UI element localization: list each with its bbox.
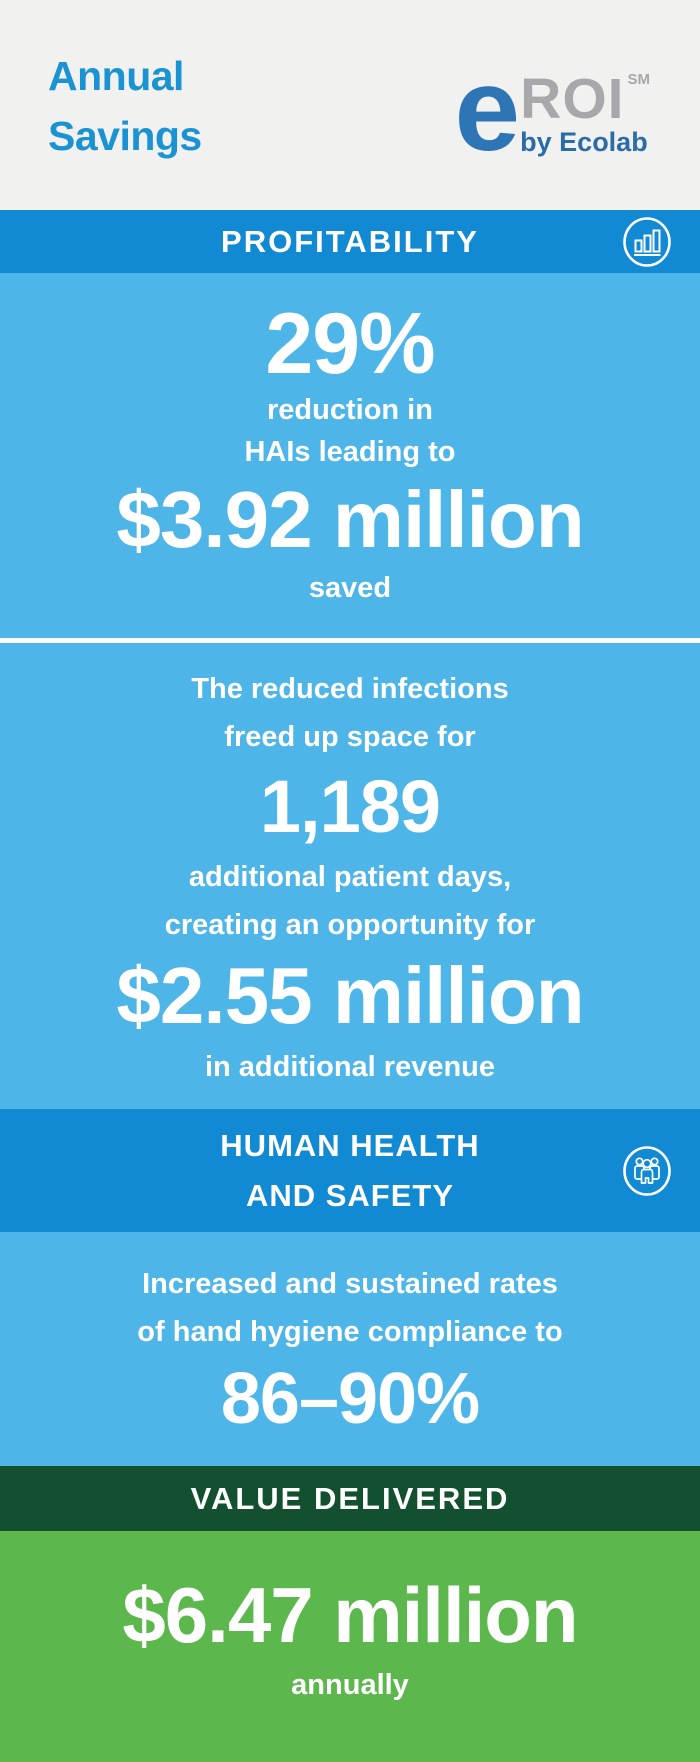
total-value-caption: annually — [291, 1669, 409, 1701]
value-delivered-band-label: VALUE DELIVERED — [190, 1480, 510, 1516]
logo-right-block: ROI SM by Ecolab — [520, 70, 651, 157]
stat1-caption2: saved — [308, 572, 392, 604]
page-title-line1: Annual — [48, 53, 184, 99]
human-health-band-label-line2: AND SAFETY — [245, 1177, 455, 1213]
human-health-band-label-line1: HUMAN HEALTH — [220, 1127, 480, 1163]
profitability-band: PROFITABILITY — [0, 210, 700, 273]
total-value: $6.47 million — [122, 1571, 578, 1659]
stat1-caption-line1: reduction in — [267, 394, 433, 426]
header: Annual Savings e ROI SM by Ecolab — [0, 0, 700, 210]
stat2-caption2: in additional revenue — [204, 1051, 496, 1083]
stat2-intro-line1: The reduced infections — [191, 673, 509, 705]
logo-e-glyph: e — [454, 44, 521, 176]
people-icon — [623, 1145, 671, 1196]
stat2-caption-line1: additional patient days, — [188, 861, 512, 893]
eroi-by-ecolab-logo: e ROI SM by Ecolab — [454, 44, 651, 176]
logo-sm-superscript: SM — [627, 70, 651, 88]
human-health-band: HUMAN HEALTH AND SAFETY — [0, 1109, 700, 1232]
profitability-stat1-section: 29% reduction in HAIs leading to $3.92 m… — [0, 273, 700, 638]
compliance-rate-value: 86–90% — [220, 1359, 480, 1439]
logo-roi-text: ROI SM — [520, 70, 651, 127]
stat2-intro-line2: freed up space for — [224, 721, 476, 753]
bar-chart-icon — [623, 216, 671, 267]
hand-hygiene-line1: Increased and sustained rates — [142, 1268, 558, 1300]
page-title-line2: Savings — [48, 113, 202, 159]
page-title: Annual Savings — [48, 46, 202, 166]
profitability-stat2-section: The reduced infections freed up space fo… — [0, 643, 700, 1109]
total-value-section: $6.47 million annually — [0, 1531, 700, 1762]
section-divider — [0, 638, 700, 643]
stat1-caption-line2: HAIs leading to — [244, 436, 456, 468]
logo-roi-letters: ROI — [520, 66, 625, 131]
value-delivered-band: VALUE DELIVERED — [0, 1466, 700, 1531]
hai-reduction-value: 29% — [265, 296, 435, 392]
hand-hygiene-section: Increased and sustained rates of hand hy… — [0, 1232, 700, 1466]
revenue-opportunity-value: $2.55 million — [116, 951, 584, 1040]
savings-value: $3.92 million — [116, 475, 584, 564]
patient-days-value: 1,189 — [259, 765, 441, 848]
logo-byline: by Ecolab — [520, 126, 648, 157]
profitability-band-label: PROFITABILITY — [221, 223, 479, 259]
hand-hygiene-line2: of hand hygiene compliance to — [137, 1316, 563, 1348]
stat2-caption-line2: creating an opportunity for — [164, 909, 536, 941]
